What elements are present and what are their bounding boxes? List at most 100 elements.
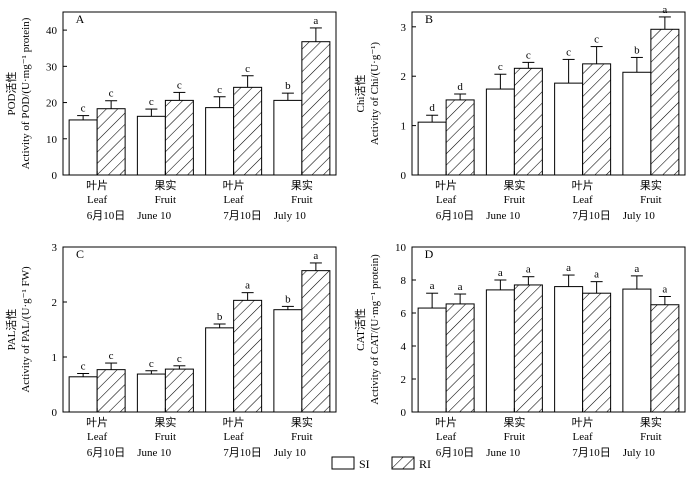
bar-ri <box>301 41 331 176</box>
significance-letter: a <box>594 269 599 281</box>
bar-si <box>417 307 447 413</box>
x-tick-label-cn: 果实 <box>154 415 176 429</box>
x-tick-label-cn: 果实 <box>291 178 313 192</box>
plot-frame <box>411 11 686 176</box>
bar-ri <box>513 67 543 176</box>
y-axis-label-cn: PAL活性 <box>4 309 18 351</box>
y-axis-label-en: Activity of PAL/(U·g⁻¹ FW) <box>20 266 32 393</box>
bar-ri <box>96 108 126 176</box>
significance-letter: a <box>634 263 639 275</box>
significance-letter: a <box>458 281 463 293</box>
panel-label: C <box>76 247 84 261</box>
x-tick-label-en: Leaf <box>573 431 593 443</box>
significance-letter: d <box>429 102 435 114</box>
date-label-cn: 7月10日 <box>572 210 611 222</box>
bar-ri <box>233 299 263 413</box>
significance-letter: a <box>526 264 531 276</box>
bar-si <box>485 88 515 176</box>
significance-letter: c <box>498 61 503 73</box>
x-tick-label-cn: 果实 <box>640 178 662 192</box>
bar-ri <box>233 86 263 176</box>
legend-swatch-ri <box>391 456 415 470</box>
significance-letter: c <box>177 353 182 365</box>
bar-ri <box>164 368 194 413</box>
bar-ri <box>582 292 612 413</box>
bar-si <box>205 327 235 413</box>
bar-si <box>622 288 652 413</box>
date-label-cn: 6月10日 <box>436 447 475 459</box>
y-tick-label: 2 <box>401 374 407 386</box>
significance-letter: c <box>149 96 154 108</box>
y-tick-label: 4 <box>401 341 407 353</box>
x-tick-label-en: Leaf <box>87 431 107 443</box>
x-tick-label-en: Fruit <box>155 194 176 206</box>
y-tick-label: 10 <box>395 242 407 254</box>
legend: SI RI <box>331 456 431 471</box>
y-axis-label-cn: Chi活性 <box>353 75 367 113</box>
bar-ri <box>650 304 680 413</box>
y-axis-label-cn: POD活性 <box>4 71 18 115</box>
significance-letter: a <box>430 280 435 292</box>
significance-letter: c <box>594 34 599 46</box>
x-tick-label-en: Leaf <box>436 194 456 206</box>
bar-ri <box>301 270 331 413</box>
y-tick-label: 10 <box>46 134 58 146</box>
x-tick-label-cn: 果实 <box>154 178 176 192</box>
y-tick-label: 2 <box>401 71 407 83</box>
significance-letter: c <box>245 63 250 75</box>
x-tick-label-en: Fruit <box>640 431 661 443</box>
x-tick-label-cn: 叶片 <box>86 416 108 429</box>
chart-panel-c: 0 1 2 3 C PAL活性 Activity of PAL/(U·g⁻¹ FW) c c 叶片… <box>4 242 337 459</box>
bar-si <box>554 82 584 176</box>
bar-ri <box>96 369 126 413</box>
x-tick-label-cn: 叶片 <box>223 416 245 429</box>
legend-label-si: SI <box>359 457 370 471</box>
date-label-en: June 10 <box>486 210 520 222</box>
bar-ri <box>650 28 680 176</box>
significance-letter: a <box>662 4 667 16</box>
y-tick-label: 2 <box>52 297 58 309</box>
y-tick-label: 0 <box>401 170 407 182</box>
bar-ri <box>513 284 543 413</box>
x-tick-label-cn: 叶片 <box>86 179 108 192</box>
bar-si <box>417 121 447 176</box>
y-axis-label-en: Activity of Chi/(U·g⁻¹) <box>369 42 381 146</box>
legend-swatch-si <box>331 456 355 470</box>
x-tick-label-en: Leaf <box>87 194 107 206</box>
date-label-cn: 6月10日 <box>87 447 126 459</box>
significance-letter: a <box>498 267 503 279</box>
panel-label: B <box>425 12 433 26</box>
significance-letter: c <box>566 46 571 58</box>
significance-letter: a <box>566 262 571 274</box>
bar-si <box>273 99 303 176</box>
bar-si <box>273 309 303 413</box>
bar-si <box>622 71 652 176</box>
x-tick-label-cn: 果实 <box>291 415 313 429</box>
plot-frame <box>411 246 686 413</box>
bar-ri <box>164 99 194 176</box>
significance-letter: a <box>245 280 250 292</box>
date-label-en: June 10 <box>486 447 520 459</box>
date-label-en: June 10 <box>137 447 171 459</box>
date-label-cn: 7月10日 <box>223 447 262 459</box>
date-label-en: July 10 <box>274 210 307 222</box>
date-label-en: July 10 <box>274 447 307 459</box>
bar-si <box>68 376 98 413</box>
legend-label-ri: RI <box>419 457 431 471</box>
bar-si <box>136 115 166 176</box>
significance-letter: c <box>109 88 114 100</box>
x-tick-label-cn: 果实 <box>503 178 525 192</box>
x-tick-label-en: Fruit <box>504 431 525 443</box>
x-tick-label-en: Fruit <box>504 194 525 206</box>
x-tick-label-cn: 果实 <box>640 415 662 429</box>
y-tick-label: 1 <box>52 352 58 364</box>
date-label-en: June 10 <box>137 210 171 222</box>
x-tick-label-cn: 叶片 <box>572 179 594 192</box>
chart-panel-d: 0 2 4 6 8 10 D CAT活性 Activity of CAT/(U·mg⁻¹ pro… <box>353 242 686 459</box>
y-tick-label: 0 <box>401 407 407 419</box>
y-tick-label: 1 <box>401 121 407 133</box>
x-tick-label-en: Fruit <box>291 431 312 443</box>
x-tick-label-en: Fruit <box>291 194 312 206</box>
